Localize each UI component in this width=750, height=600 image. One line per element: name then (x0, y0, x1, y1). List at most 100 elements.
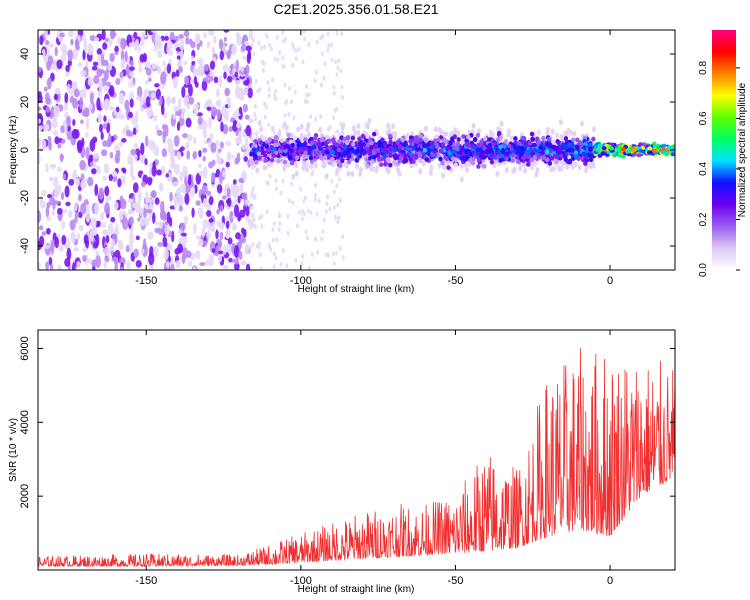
spectrogram-cell (302, 211, 306, 217)
spectrogram-cell (593, 144, 598, 149)
spectrogram-cell (472, 137, 478, 142)
spectrogram-cell (386, 122, 391, 129)
spectrogram-cell (443, 131, 449, 137)
spectrogram-cell (455, 141, 461, 147)
spectrogram-cell (211, 221, 215, 232)
spectrogram-cell (294, 56, 298, 62)
spectrogram-cell (154, 33, 161, 47)
spectrogram-cell (342, 136, 347, 142)
spectrogram-cell (102, 42, 108, 50)
spectrogram-cell (265, 208, 269, 214)
spectrogram-cell (260, 214, 264, 220)
spectrogram-cell (251, 186, 255, 192)
spectrogram-cell (156, 169, 162, 176)
spectrogram-cell (301, 59, 305, 65)
spectrogram-cell (54, 87, 61, 95)
spectrogram-cell (518, 165, 523, 172)
spectrogram-cell (178, 65, 183, 74)
spectrogram-cell (287, 154, 293, 160)
spectrogram-cell (592, 126, 597, 133)
spectrogram-cell (294, 258, 298, 264)
spectrogram-cell (304, 229, 308, 235)
spectrogram-cell (317, 198, 321, 204)
spectrogram-cell (136, 85, 143, 99)
spectrogram-cell (192, 150, 198, 160)
spectrogram-cell (313, 162, 318, 169)
spectrogram-cell (127, 154, 134, 166)
spectrogram-cell (161, 148, 168, 158)
spectrogram-cell (183, 30, 190, 38)
y-tick-label: -20 (19, 190, 31, 206)
spectrogram-cell (296, 126, 301, 133)
spectrogram-cell (112, 175, 118, 182)
spectrogram-cell (145, 67, 152, 76)
spectrogram-cell (206, 41, 211, 49)
spectrogram-cell (38, 210, 42, 223)
spectrogram-cell (103, 70, 109, 81)
spectrogram-cell (119, 266, 125, 270)
spectrogram-cell (138, 66, 143, 73)
spectrogram-cell (464, 141, 469, 147)
spectrogram-cell (510, 152, 516, 158)
spectrogram-cell (271, 237, 275, 243)
spectrogram-cell (152, 161, 156, 170)
colorbar-tick-label: 0.6 (698, 111, 709, 125)
spectrogram-cell (290, 181, 294, 187)
spectrogram-cell (243, 80, 249, 86)
spectrogram-cell (144, 60, 151, 68)
spectrogram-cell (238, 238, 242, 251)
spectrogram-cell (266, 152, 272, 158)
spectrogram-cell (41, 231, 47, 236)
spectrogram-cell (91, 168, 97, 175)
spectrogram-cell (234, 157, 239, 165)
spectrogram-cell (489, 159, 495, 165)
spectrogram-cell (135, 235, 140, 241)
spectrogram-cell (489, 152, 494, 158)
spectrogram-cell (210, 142, 217, 154)
spectrogram-cell (309, 209, 313, 215)
spectrogram-cell (99, 123, 103, 133)
spectrogram-cell (334, 250, 338, 256)
spectrogram-cell (107, 64, 113, 71)
spectrogram-cell (664, 151, 670, 156)
spectrogram-cell (234, 71, 239, 78)
spectrogram-cell (257, 240, 261, 246)
spectrogram-cell (263, 157, 268, 163)
spectrogram-cell (337, 215, 341, 221)
spectrogram-cell (397, 143, 403, 149)
spectrogram-cell (223, 30, 230, 33)
spectrogram-cell (197, 163, 202, 169)
spectrogram-cell (208, 254, 214, 267)
spectrogram-cell (180, 112, 185, 119)
spectrogram-cell (475, 151, 481, 157)
snr-x-ticks: -150 -100 -50 0 (135, 330, 613, 587)
spectrogram-cell (245, 125, 252, 137)
spectrogram-cell (281, 178, 285, 184)
spectrogram-cell (241, 192, 248, 200)
spectrogram-cell (195, 250, 201, 260)
spectrogram-cell (66, 83, 71, 95)
spectrogram-cell (153, 44, 158, 52)
spectrogram-cell (252, 217, 256, 223)
y-tick-label: 2000 (19, 484, 31, 508)
spectrogram-cell (60, 192, 65, 201)
spectrogram-cell (67, 49, 73, 62)
spectrogram-cell (38, 235, 45, 247)
spectrogram-cell (99, 69, 105, 74)
spectrogram-cell (232, 179, 237, 185)
spectrogram-cell (304, 195, 308, 201)
spectrogram-cell (74, 201, 78, 212)
spectrogram-cell (166, 260, 170, 270)
colorbar-ticks: 0.0 0.2 0.4 0.6 0.8 (698, 61, 740, 277)
spectrogram-cell (191, 60, 196, 66)
spectrogram-cell (178, 33, 184, 40)
spectrogram-cell (79, 159, 86, 171)
spectrogram-cell (135, 260, 142, 268)
spectrogram-cell (442, 164, 447, 171)
spectrogram-cell (153, 247, 159, 258)
spectrogram-cell (234, 257, 239, 265)
spectrogram-cell (38, 94, 43, 104)
spectrogram-cell (222, 64, 229, 73)
spectrogram-cell (324, 209, 328, 215)
spectrogram-cell (332, 189, 336, 195)
